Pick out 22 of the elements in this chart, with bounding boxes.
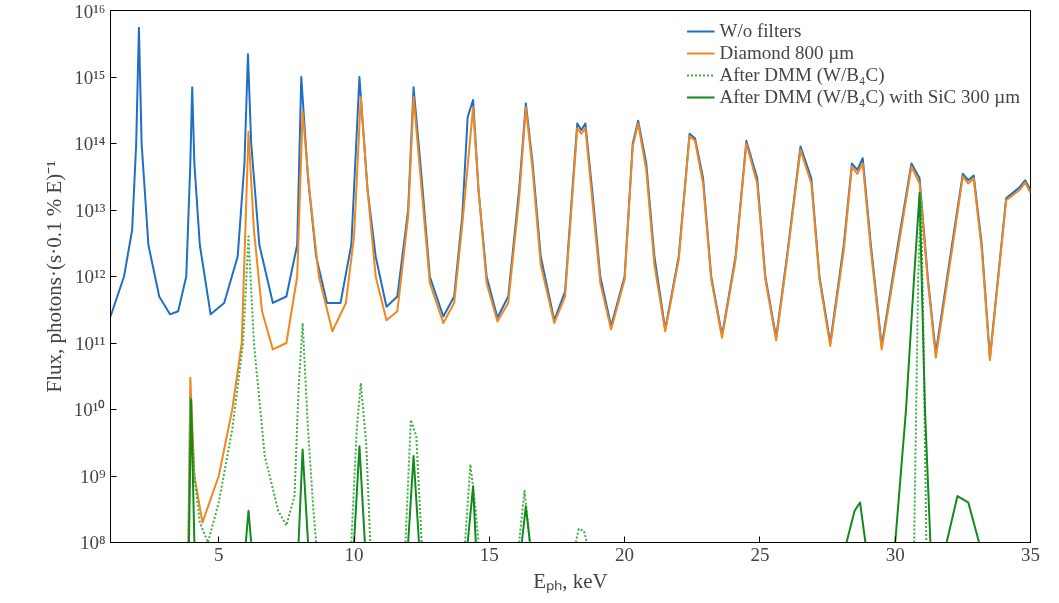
legend-label: W/o filters: [719, 20, 802, 42]
y-tick-label: 10¹¹: [75, 332, 106, 354]
x-tick-label: 15: [479, 543, 499, 565]
y-tick-label: 10¹⁵: [74, 66, 106, 88]
y-axis-title: Flux, photons·(s·0.1 % E)⁻¹: [41, 160, 66, 393]
x-tick-label: 30: [885, 543, 905, 565]
y-tick-label: 10⁸: [79, 532, 106, 553]
y-tick-label: 10¹³: [75, 199, 106, 221]
y-tick-label: 10¹⁰: [73, 399, 106, 420]
x-tick-label: 10: [344, 543, 364, 565]
x-axis-title: Eₚₕ, keV: [533, 568, 608, 594]
y-tick-label: 10¹⁶: [74, 0, 106, 22]
x-tick-label: 35: [1021, 543, 1040, 565]
x-tick-label: 25: [750, 543, 770, 565]
legend-label: After DMM (W/B₄C) with SiC 300 µm: [719, 86, 1020, 108]
legend-label: Diamond 800 µm: [719, 42, 854, 64]
y-tick-label: 10¹⁴: [74, 133, 106, 154]
x-tick-label: 20: [615, 543, 635, 565]
y-tick-label: 10¹²: [75, 266, 106, 287]
x-tick-label: 5: [213, 543, 224, 565]
legend-label: After DMM (W/B₄C): [719, 64, 885, 86]
y-tick-label: 10⁹: [79, 465, 106, 487]
